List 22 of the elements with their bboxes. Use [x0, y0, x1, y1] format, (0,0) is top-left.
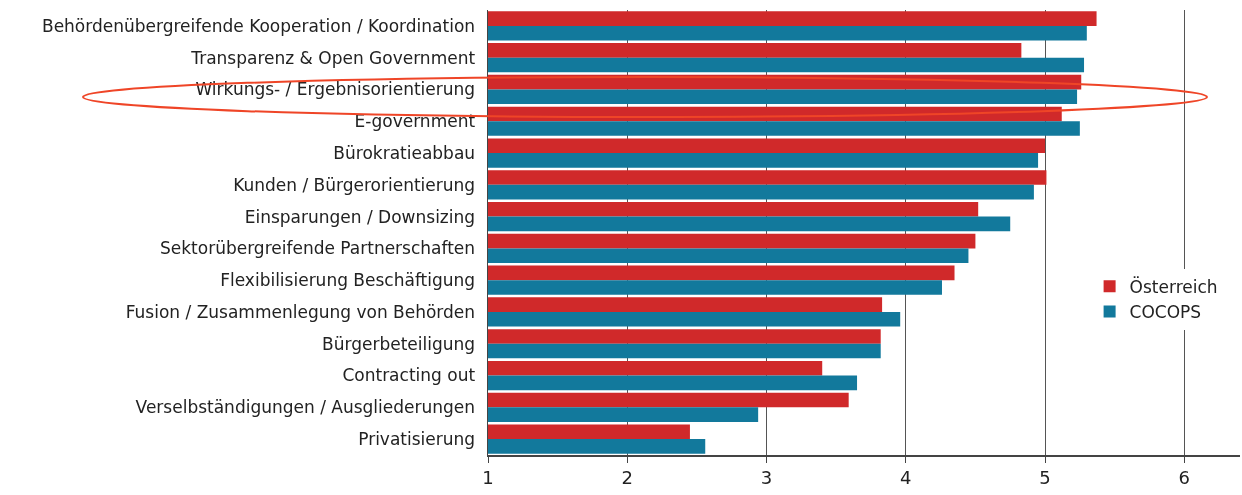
legend-label: COCOPS	[1129, 302, 1202, 323]
y-tick-label: Privatisierung	[358, 429, 476, 450]
x-tick-label: 3	[760, 467, 773, 489]
y-tick-label: E-government	[354, 111, 476, 132]
y-tick-label: Kunden / Bürgerorientierung	[233, 174, 476, 195]
y-tick-label: Bürgerbeteiligung	[322, 333, 476, 354]
y-tick-label: Bürokratieabbau	[333, 142, 476, 163]
x-tick-label: 4	[900, 467, 912, 489]
y-tick-label: Einsparungen / Downsizing	[244, 206, 476, 227]
y-tick-label: Verselbständigungen / Ausgliederungen	[135, 397, 476, 418]
y-tick-label: Flexibilisierung Beschäftigung	[220, 270, 476, 291]
legend-label: Österreich	[1129, 275, 1218, 297]
y-tick-label: Fusion / Zusammenlegung von Behörden	[125, 301, 476, 322]
y-tick-label: Transparenz & Open Government	[190, 47, 476, 68]
x-tick-label: 1	[482, 467, 494, 489]
y-tick-label: Behördenübergreifende Kooperation / Koordination	[41, 15, 476, 36]
y-tick-label: Sektorübergreifende Partnerschaften	[160, 238, 476, 259]
x-tick-label: 5	[1039, 467, 1051, 489]
y-tick-label: Contracting out	[342, 365, 476, 386]
x-tick-label: 2	[621, 467, 633, 489]
y-tick-label: Wirkungs- / Ergebnisorientierung	[195, 79, 476, 100]
x-tick-label: 6	[1178, 467, 1191, 489]
